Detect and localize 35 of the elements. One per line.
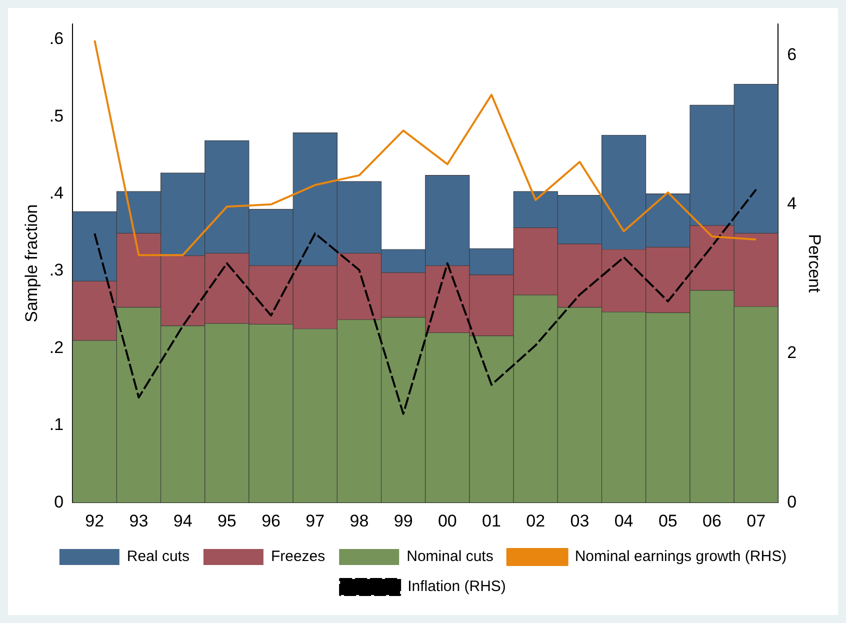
x-tick-label: 03 [570,511,590,530]
x-tick-label: 95 [217,511,236,530]
x-tick-label: 07 [746,511,766,530]
legend-label: Freezes [270,548,326,566]
y2-tick-label: 6 [787,45,797,64]
x-tick-label: 97 [306,511,325,530]
x-tick-label: 93 [129,511,148,530]
y-tick-label: 0 [54,492,64,512]
x-tick-label: 02 [526,511,546,530]
y-tick-label: .5 [49,106,64,126]
x-tick-label: 94 [173,511,192,530]
y2-tick-label: 0 [787,492,797,512]
x-tick-label: 99 [394,511,413,530]
y-tick-label: .2 [49,338,64,357]
x-tick-label: 92 [85,511,104,530]
x-tick-label: 00 [438,511,457,530]
x-tick-label: 01 [482,511,501,530]
x-tick-label: 05 [658,511,678,530]
legend-label: Real cuts [126,548,190,566]
x-tick-label: 98 [350,511,369,530]
y2-axis-title: Percent [805,234,824,293]
y2-tick-label: 2 [787,343,797,362]
y-tick-label: .1 [49,415,64,434]
y-tick-label: .6 [49,29,64,48]
y2-tick-label: 4 [787,194,797,214]
legend-label: Nominal earnings growth (RHS) [574,548,787,566]
x-tick-label: 04 [614,511,634,530]
y-tick-label: .3 [49,260,64,280]
legend-label: Inflation (RHS) [408,578,506,596]
y-axis-title: Sample fraction [22,204,41,322]
line-series [94,188,758,415]
legend-label: Nominal cuts [406,548,494,566]
y-tick-label: .4 [49,184,64,203]
x-tick-label: 06 [702,511,722,530]
x-tick-label: 96 [262,511,280,530]
